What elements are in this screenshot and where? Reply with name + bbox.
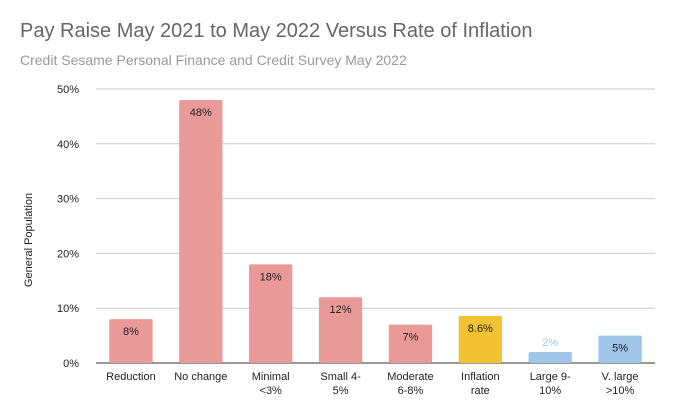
data-label: 18%: [260, 271, 282, 283]
x-category-label-line: >10%: [606, 385, 635, 397]
data-label: 8.6%: [468, 323, 493, 335]
x-category-label: Inflation rate: [461, 371, 500, 397]
chart-subtitle: Credit Sesame Personal Finance and Credi…: [20, 52, 407, 68]
y-tick-label: 30%: [57, 194, 79, 206]
x-category-label-line: 5%: [333, 385, 349, 397]
x-category-label-line: Large 9-: [530, 371, 571, 383]
data-label: 7%: [402, 332, 418, 344]
y-tick-label: 50%: [57, 84, 79, 96]
y-tick-label: 10%: [57, 303, 79, 315]
x-category-label-line: V. large: [602, 371, 639, 383]
data-label: 5%: [612, 343, 628, 355]
y-tick-label: 0%: [63, 358, 79, 370]
x-category-label-line: Reduction: [106, 371, 156, 383]
data-label: 2%: [542, 337, 558, 349]
x-category-label-line: 10%: [539, 385, 561, 397]
data-label: 8%: [123, 326, 139, 338]
x-category-label: Moderate 6-8%: [387, 371, 433, 397]
bar: [598, 335, 642, 363]
x-category-label: Minimal <3%: [252, 371, 290, 397]
data-label: 48%: [190, 107, 212, 119]
bar: [388, 324, 433, 363]
bar: [179, 99, 223, 364]
bar: [458, 315, 502, 363]
chart-title: Pay Raise May 2021 to May 2022 Versus Ra…: [20, 20, 533, 42]
x-category-label-line: rate: [471, 385, 490, 397]
x-category-label-line: 6-8%: [398, 385, 424, 397]
x-category-label-line: Minimal: [252, 371, 290, 383]
data-labels: 8% 48% 18% 12% 7% 8.6% 2% 5%: [123, 107, 628, 355]
x-category-label: Large 9- 10%: [530, 371, 571, 397]
x-category-label: Reduction: [106, 371, 156, 383]
x-category-label-line: Moderate: [387, 371, 433, 383]
x-axis-categories: Reduction No change Minimal <3% Small 4- 5% Mo…: [106, 371, 638, 397]
x-category-label-line: Inflation: [461, 371, 500, 383]
y-tick-label: 40%: [57, 139, 79, 151]
x-category-label: No change: [174, 371, 227, 383]
x-category-label-line: No change: [174, 371, 227, 383]
bar: [249, 264, 293, 363]
y-tick-label: 20%: [57, 248, 79, 260]
bar: [318, 297, 363, 363]
x-category-label: Small 4- 5%: [320, 371, 361, 397]
bar: [528, 352, 572, 363]
data-label: 12%: [330, 304, 352, 316]
y-axis-ticks: 0% 10% 20% 30% 40% 50%: [57, 84, 79, 370]
x-category-label-line: Small 4-: [320, 371, 361, 383]
bar: [109, 319, 153, 363]
x-category-label-line: <3%: [260, 385, 283, 397]
x-category-label: V. large >10%: [602, 371, 639, 397]
y-axis-title: General Population: [23, 193, 35, 287]
bars: [109, 99, 642, 364]
